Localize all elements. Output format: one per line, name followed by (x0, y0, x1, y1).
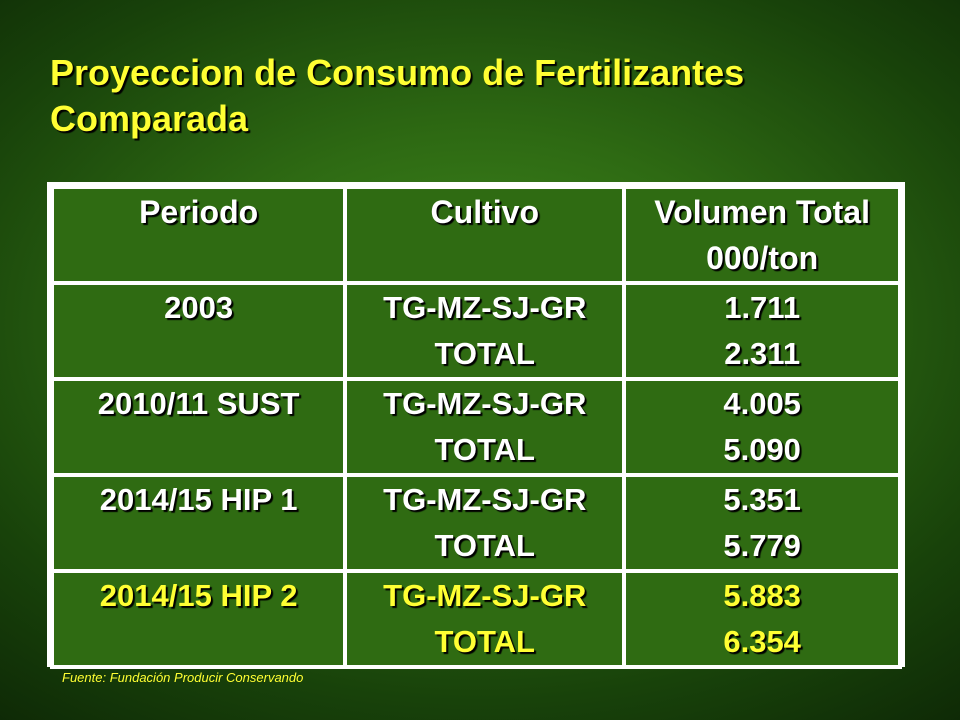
volumen-total: 2.311 (724, 336, 801, 371)
header-volumen-unit: 000/ton (706, 240, 819, 276)
volumen-total: 6.354 (723, 624, 801, 659)
periodo-value: 2003 (164, 290, 234, 325)
slide-title-line-2: Comparada (50, 98, 249, 139)
table-row: 2014/15 HIP 1 TG-MZ-SJ-GR TOTAL 5.351 5.… (54, 477, 898, 569)
source-note: Fuente: Fundación Producir Conservando (62, 670, 304, 685)
header-cultivo: Cultivo (347, 189, 623, 281)
volumen-value: 5.883 (723, 578, 801, 613)
cultivo-value: TG-MZ-SJ-GR (383, 386, 587, 421)
cultivo-total: TOTAL (434, 624, 535, 659)
cell-cultivo: TG-MZ-SJ-GR TOTAL (347, 381, 623, 473)
header-cultivo-label: Cultivo (430, 194, 539, 230)
cell-periodo: 2014/15 HIP 2 (54, 573, 344, 665)
header-volumen-label: Volumen Total (654, 194, 870, 230)
cultivo-total: TOTAL (434, 432, 535, 467)
periodo-value: 2014/15 HIP 1 (99, 482, 298, 517)
cultivo-total: TOTAL (434, 528, 535, 563)
periodo-value: 2014/15 HIP 2 (99, 578, 298, 613)
fertilizer-table-frame: Periodo Cultivo Volumen Total 000/ton 20… (47, 182, 905, 669)
cell-volumen: 4.005 5.090 (626, 381, 898, 473)
cultivo-value: TG-MZ-SJ-GR (383, 482, 587, 517)
slide-title-line-1: Proyeccion de Consumo de Fertilizantes (50, 52, 745, 93)
cultivo-value: TG-MZ-SJ-GR (383, 578, 587, 613)
cell-cultivo: TG-MZ-SJ-GR TOTAL (347, 285, 623, 377)
volumen-value: 5.351 (723, 482, 801, 517)
table-row: 2010/11 SUST TG-MZ-SJ-GR TOTAL 4.005 5.0… (54, 381, 898, 473)
fertilizer-projection-table: Periodo Cultivo Volumen Total 000/ton 20… (50, 185, 902, 669)
volumen-value: 1.711 (724, 290, 801, 325)
cell-periodo: 2003 (54, 285, 344, 377)
cultivo-value: TG-MZ-SJ-GR (383, 290, 587, 325)
cultivo-total: TOTAL (434, 336, 535, 371)
table-row-highlighted: 2014/15 HIP 2 TG-MZ-SJ-GR TOTAL 5.883 6.… (54, 573, 898, 665)
cell-periodo: 2010/11 SUST (54, 381, 344, 473)
slide-title: Proyeccion de Consumo de Fertilizantes C… (50, 50, 910, 142)
cell-cultivo: TG-MZ-SJ-GR TOTAL (347, 477, 623, 569)
cell-volumen: 1.711 2.311 (626, 285, 898, 377)
volumen-total: 5.779 (723, 528, 801, 563)
periodo-value: 2010/11 SUST (97, 386, 300, 421)
volumen-total: 5.090 (723, 432, 801, 467)
cell-cultivo: TG-MZ-SJ-GR TOTAL (347, 573, 623, 665)
table-row: 2003 TG-MZ-SJ-GR TOTAL 1.711 2.311 (54, 285, 898, 377)
cell-volumen: 5.351 5.779 (626, 477, 898, 569)
cell-volumen: 5.883 6.354 (626, 573, 898, 665)
header-periodo-label: Periodo (139, 194, 259, 230)
header-periodo: Periodo (54, 189, 344, 281)
header-volumen: Volumen Total 000/ton (626, 189, 898, 281)
table-header-row: Periodo Cultivo Volumen Total 000/ton (54, 189, 898, 281)
cell-periodo: 2014/15 HIP 1 (54, 477, 344, 569)
volumen-value: 4.005 (723, 386, 801, 421)
